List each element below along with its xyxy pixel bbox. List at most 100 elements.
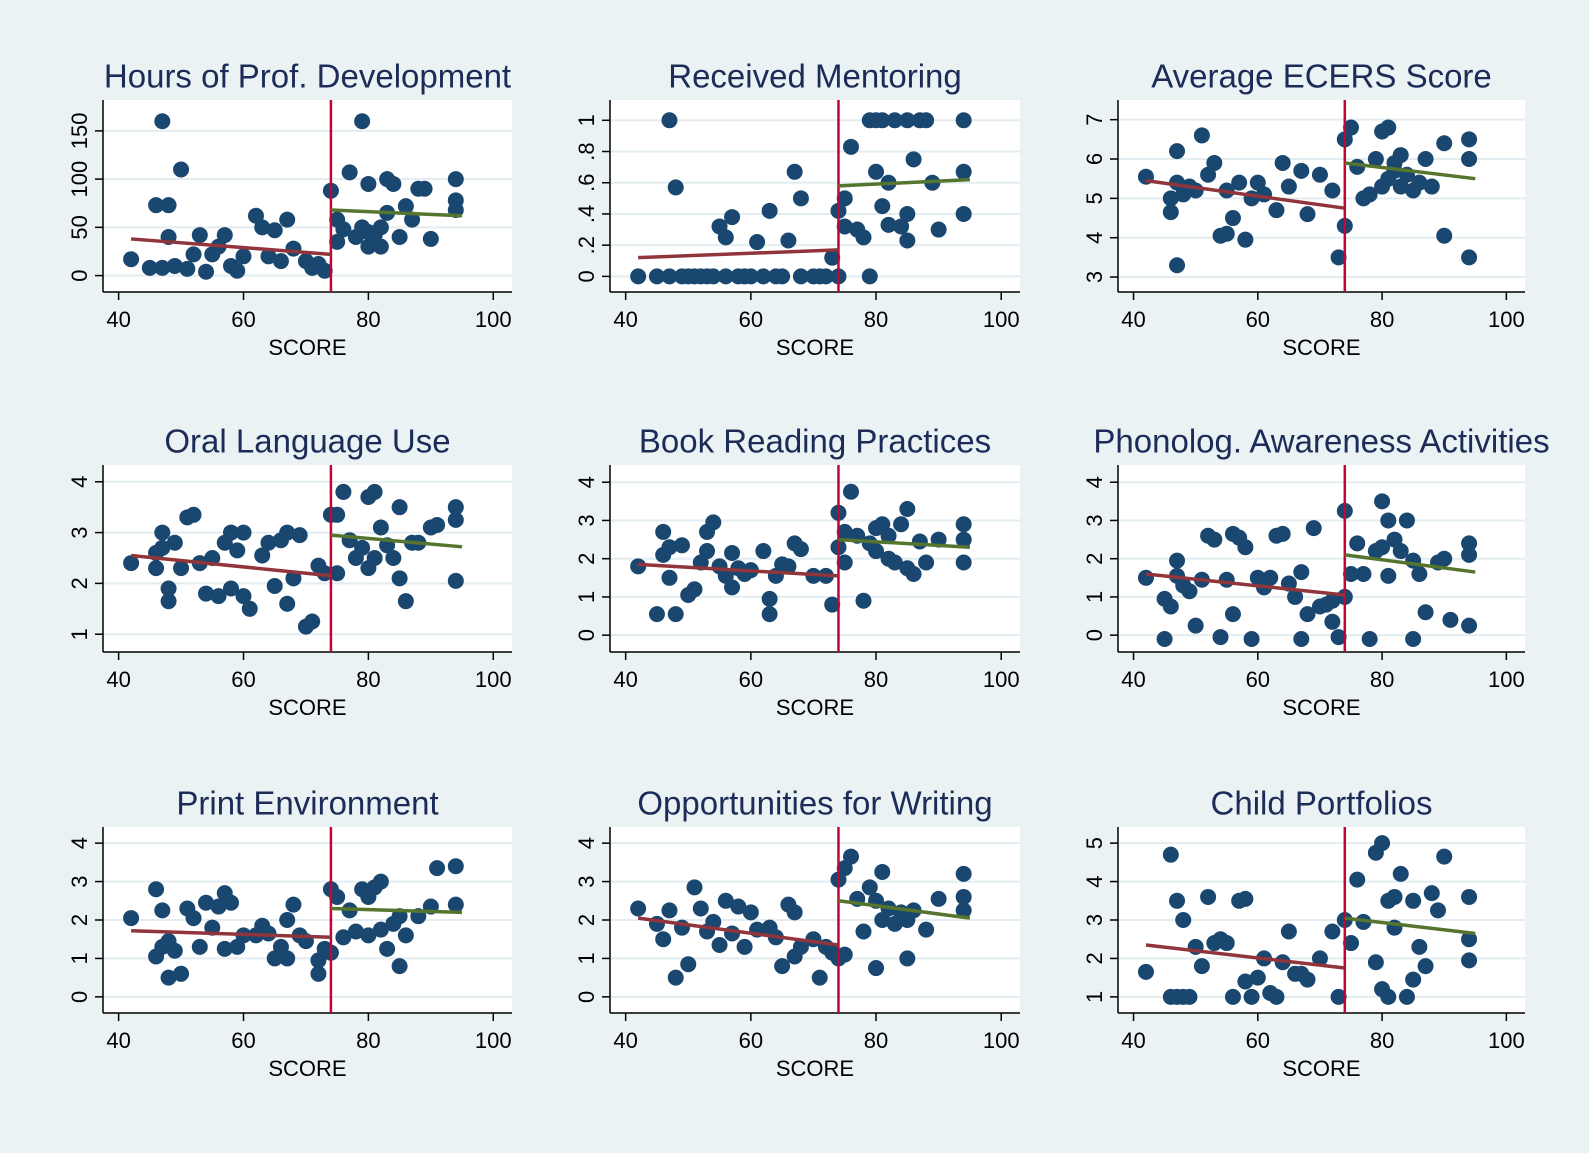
- point: [1311, 166, 1328, 183]
- y-tick-label: 1: [67, 628, 92, 640]
- point: [1162, 204, 1179, 221]
- point: [391, 958, 408, 975]
- panel-title: Child Portfolios: [1211, 785, 1433, 822]
- y-tick-label: .8: [574, 142, 599, 160]
- point: [899, 500, 916, 517]
- x-axis-label: SCORE: [776, 335, 854, 360]
- fit-line: [330, 208, 463, 218]
- point: [955, 163, 972, 180]
- fit-line: [638, 562, 839, 578]
- point: [329, 888, 346, 905]
- point: [254, 219, 271, 236]
- point: [360, 927, 377, 944]
- point: [1162, 598, 1179, 615]
- point: [661, 268, 678, 285]
- y-tick-label: 4: [574, 837, 599, 849]
- point: [792, 268, 809, 285]
- point: [1200, 888, 1217, 905]
- point: [285, 570, 302, 587]
- point: [279, 912, 296, 928]
- point: [1193, 127, 1210, 144]
- fit-line: [638, 248, 839, 260]
- y-tick-label: 1: [574, 591, 599, 603]
- y-tick-label: 2: [574, 553, 599, 565]
- point: [874, 863, 891, 880]
- point: [1274, 154, 1291, 171]
- point: [397, 198, 414, 215]
- point: [836, 523, 853, 540]
- point: [955, 888, 972, 905]
- x-axis-label: SCORE: [268, 335, 346, 360]
- point: [724, 544, 741, 561]
- point: [329, 506, 346, 523]
- point: [1436, 135, 1453, 152]
- point: [1162, 846, 1179, 863]
- point: [1380, 988, 1397, 1005]
- y-tick-label: 1: [1082, 991, 1107, 1003]
- point: [842, 848, 859, 865]
- point: [1187, 617, 1204, 634]
- y-tick-label: 0: [574, 270, 599, 282]
- point: [667, 606, 684, 623]
- point: [1392, 865, 1409, 882]
- x-axis-label: SCORE: [268, 695, 346, 720]
- point: [1243, 988, 1260, 1005]
- point: [1237, 231, 1254, 248]
- point: [216, 227, 233, 244]
- point: [198, 585, 215, 602]
- y-tick-label: .4: [574, 205, 599, 223]
- point: [185, 506, 202, 523]
- x-tick-label: 100: [475, 1028, 512, 1053]
- x-axis-label: SCORE: [1282, 1056, 1360, 1081]
- point: [661, 112, 678, 129]
- point: [304, 613, 321, 630]
- panel-title: Opportunities for Writing: [637, 785, 992, 822]
- point: [291, 527, 308, 544]
- point: [148, 197, 165, 214]
- x-tick-label: 60: [739, 307, 763, 332]
- point: [1187, 182, 1204, 199]
- point: [886, 554, 903, 571]
- x-tick-label: 40: [106, 307, 130, 332]
- fit-line: [1145, 943, 1346, 970]
- point: [191, 938, 208, 955]
- point: [1231, 174, 1248, 191]
- y-tick-label: 4: [1082, 875, 1107, 887]
- point: [1324, 923, 1341, 940]
- point: [930, 221, 947, 238]
- point: [880, 216, 897, 233]
- point: [173, 965, 190, 982]
- point: [899, 232, 916, 249]
- x-axis-label: SCORE: [1282, 695, 1360, 720]
- point: [1169, 143, 1186, 160]
- point: [254, 547, 271, 564]
- x-tick-label: 100: [1488, 667, 1525, 692]
- y-tick-label: 3: [1082, 514, 1107, 526]
- point: [1280, 178, 1297, 195]
- y-tick-label: 0: [67, 269, 92, 281]
- panel-title: Book Reading Practices: [639, 423, 991, 460]
- y-tick-label: 2: [67, 914, 92, 926]
- point: [354, 113, 371, 130]
- point: [1137, 963, 1154, 980]
- point: [905, 565, 922, 582]
- point: [1175, 912, 1192, 928]
- x-tick-label: 40: [106, 667, 130, 692]
- panel-title: Phonolog. Awareness Activities: [1093, 423, 1549, 460]
- plot-area: [610, 100, 1020, 292]
- x-tick-label: 80: [864, 1028, 888, 1053]
- point: [667, 179, 684, 196]
- point: [1442, 611, 1459, 628]
- panel-title: Print Environment: [176, 785, 438, 822]
- point: [1361, 630, 1378, 647]
- y-tick-label: 4: [67, 476, 92, 488]
- point: [918, 554, 935, 571]
- y-tick-label: 4: [1082, 476, 1107, 488]
- point: [166, 534, 183, 551]
- point: [397, 593, 414, 610]
- point: [1249, 969, 1266, 986]
- point: [372, 519, 389, 536]
- point: [210, 588, 227, 605]
- x-tick-label: 100: [983, 667, 1020, 692]
- point: [655, 931, 672, 948]
